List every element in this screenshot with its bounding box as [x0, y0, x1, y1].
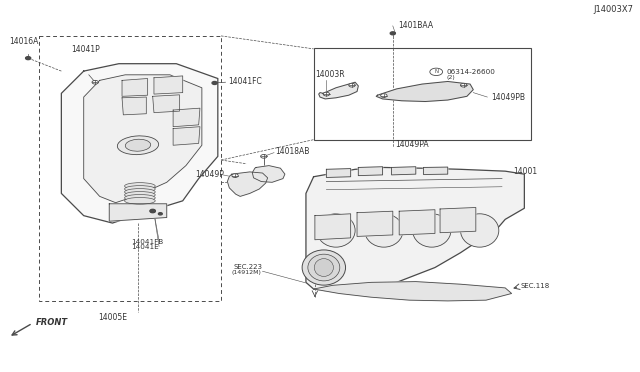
- Polygon shape: [376, 81, 473, 102]
- Polygon shape: [227, 172, 268, 196]
- Text: SEC.118: SEC.118: [520, 283, 550, 289]
- Ellipse shape: [302, 250, 346, 285]
- Text: 14018AB: 14018AB: [275, 147, 310, 156]
- Ellipse shape: [317, 214, 355, 247]
- Circle shape: [26, 57, 31, 60]
- Text: 14003R: 14003R: [315, 70, 344, 79]
- Text: 14049PA: 14049PA: [396, 140, 429, 149]
- Ellipse shape: [125, 195, 156, 201]
- Polygon shape: [252, 166, 285, 182]
- Polygon shape: [358, 167, 383, 176]
- Circle shape: [390, 32, 396, 35]
- Circle shape: [430, 68, 443, 76]
- Text: (2): (2): [447, 75, 455, 80]
- Text: 14041FC: 14041FC: [228, 77, 262, 86]
- Polygon shape: [399, 210, 435, 235]
- Polygon shape: [326, 169, 351, 177]
- Text: 14049PB: 14049PB: [491, 93, 525, 102]
- Text: 14016A: 14016A: [9, 37, 38, 46]
- Text: (14912M): (14912M): [232, 270, 262, 275]
- Text: 14001: 14001: [513, 167, 537, 176]
- Bar: [314, 48, 531, 140]
- Circle shape: [150, 209, 156, 212]
- Polygon shape: [392, 167, 416, 175]
- Ellipse shape: [125, 192, 156, 198]
- Text: J14003X7: J14003X7: [593, 5, 633, 14]
- Ellipse shape: [365, 214, 403, 247]
- Text: 06314-26600: 06314-26600: [447, 69, 495, 75]
- Text: 1401BAA: 1401BAA: [398, 22, 433, 31]
- Ellipse shape: [125, 198, 156, 204]
- Polygon shape: [154, 76, 182, 94]
- Polygon shape: [122, 78, 148, 96]
- Polygon shape: [424, 167, 448, 174]
- Ellipse shape: [117, 136, 159, 155]
- Ellipse shape: [125, 186, 156, 192]
- Polygon shape: [153, 95, 179, 113]
- Polygon shape: [314, 282, 511, 301]
- Text: 14005E: 14005E: [98, 313, 127, 322]
- Polygon shape: [84, 75, 202, 203]
- Circle shape: [92, 80, 99, 84]
- Ellipse shape: [125, 139, 150, 151]
- Circle shape: [212, 81, 217, 84]
- Polygon shape: [109, 204, 167, 221]
- Text: 14041E: 14041E: [132, 244, 159, 250]
- Circle shape: [349, 83, 355, 87]
- Circle shape: [260, 154, 267, 158]
- Ellipse shape: [413, 214, 451, 247]
- Ellipse shape: [461, 214, 499, 247]
- Polygon shape: [173, 108, 200, 127]
- Ellipse shape: [125, 183, 156, 189]
- Bar: [39, 36, 221, 301]
- Polygon shape: [61, 64, 218, 223]
- Circle shape: [150, 210, 156, 213]
- Polygon shape: [122, 97, 147, 115]
- Text: FRONT: FRONT: [36, 318, 68, 327]
- Polygon shape: [173, 127, 200, 145]
- Circle shape: [232, 174, 238, 177]
- Polygon shape: [357, 211, 393, 236]
- Polygon shape: [440, 208, 476, 233]
- Text: N: N: [434, 69, 438, 74]
- Polygon shape: [306, 167, 524, 292]
- Polygon shape: [315, 214, 351, 240]
- Text: 14041P: 14041P: [71, 45, 100, 54]
- Text: 14041FB: 14041FB: [132, 238, 164, 245]
- Circle shape: [381, 94, 387, 97]
- Text: 14049P: 14049P: [195, 170, 224, 179]
- Circle shape: [323, 92, 330, 96]
- Ellipse shape: [314, 259, 333, 276]
- Text: SEC.223: SEC.223: [234, 264, 263, 270]
- Ellipse shape: [125, 189, 156, 195]
- Polygon shape: [319, 82, 358, 99]
- Ellipse shape: [308, 254, 340, 281]
- Circle shape: [461, 83, 467, 87]
- Circle shape: [159, 213, 163, 215]
